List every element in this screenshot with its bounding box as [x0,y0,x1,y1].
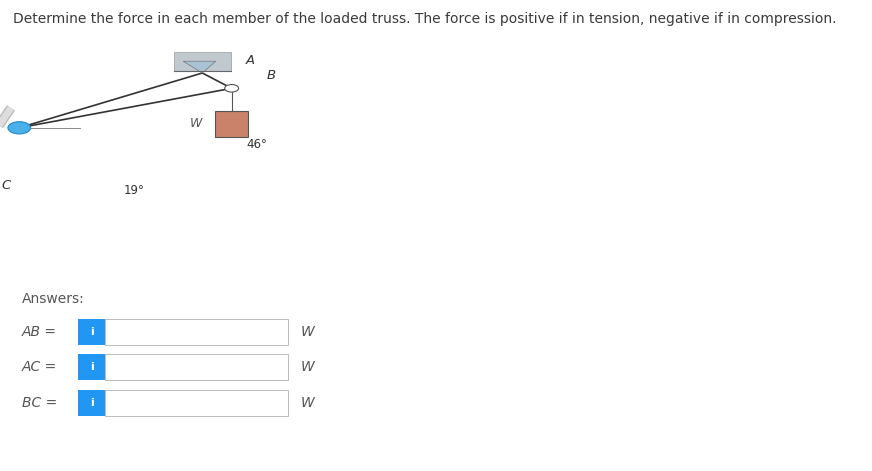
Circle shape [8,122,31,134]
FancyBboxPatch shape [174,52,230,71]
Circle shape [225,84,239,92]
FancyBboxPatch shape [105,390,288,416]
Text: BC =: BC = [22,396,57,410]
FancyBboxPatch shape [78,390,105,416]
Text: A: A [246,54,255,66]
FancyBboxPatch shape [215,111,249,137]
Text: i: i [90,398,93,408]
Text: W: W [190,117,202,130]
Text: Answers:: Answers: [22,292,85,306]
FancyBboxPatch shape [78,319,105,345]
FancyBboxPatch shape [105,355,288,381]
Text: C: C [2,179,11,192]
Text: AC =: AC = [22,360,57,374]
Text: W: W [301,360,315,374]
Text: i: i [90,362,93,373]
Text: 19°: 19° [124,184,145,197]
Text: AB =: AB = [22,325,57,339]
FancyBboxPatch shape [78,355,105,381]
Text: 46°: 46° [246,138,267,151]
Text: i: i [90,327,93,337]
Text: B: B [267,69,276,82]
Text: Determine the force in each member of the loaded truss. The force is positive if: Determine the force in each member of th… [13,12,836,26]
Polygon shape [183,61,215,73]
FancyBboxPatch shape [105,319,288,345]
Text: W: W [301,396,315,410]
Text: W: W [301,325,315,339]
